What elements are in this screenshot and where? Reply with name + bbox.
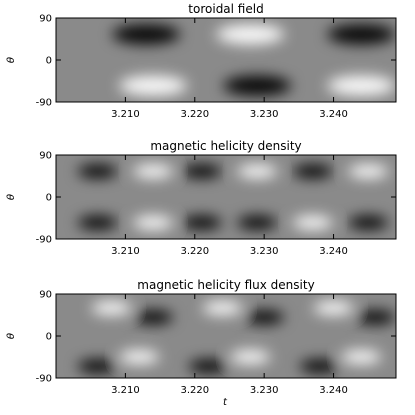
y-tick-label: -90 <box>36 235 52 246</box>
heatmap-feature-positive <box>237 164 278 179</box>
heatmap-feature-negative <box>237 215 278 230</box>
heatmap-field <box>56 294 396 378</box>
heatmap-feature-negative <box>299 359 340 374</box>
y-axis-label: θ <box>6 57 17 63</box>
heatmap-field <box>56 18 396 102</box>
heatmap-feature-positive <box>313 301 354 315</box>
y-tick-label: 0 <box>46 332 52 343</box>
y-tick-label: -90 <box>36 374 52 385</box>
heatmap-feature-positive <box>119 350 160 364</box>
heatmap-feature-positive <box>348 164 389 179</box>
heatmap-feature-negative <box>244 310 285 325</box>
heatmap-feature-negative <box>223 75 292 96</box>
heatmap-feature-negative <box>348 215 389 230</box>
heatmap-feature-negative <box>181 164 222 179</box>
x-tick-label: 3.210 <box>111 385 140 396</box>
panel-title: toroidal field <box>188 2 263 16</box>
heatmap-feature-negative <box>355 310 396 325</box>
x-tick-label: 3.240 <box>319 385 348 396</box>
y-tick-label: 0 <box>46 193 52 204</box>
x-tick-label: 3.220 <box>180 385 209 396</box>
x-tick-label: 3.220 <box>180 109 209 120</box>
panel-1: toroidal field 3.210 3.220 3.230 3.240 90 0 -90… <box>6 2 397 120</box>
heatmap-feature-negative <box>77 164 118 179</box>
x-tick-label: 3.230 <box>250 109 279 120</box>
heatmap-feature-negative <box>292 164 333 179</box>
heatmap-feature-positive <box>341 350 382 364</box>
panel-3: magnetic helicity flux density 3.210 3.220… <box>6 278 397 396</box>
x-tick-label: 3.210 <box>111 246 140 257</box>
panel-title: magnetic helicity density <box>150 139 301 153</box>
heatmap-feature-negative <box>112 24 181 45</box>
heatmap-feature-positive <box>91 301 132 315</box>
y-tick-label: 90 <box>39 14 52 25</box>
x-tick-label: 3.210 <box>111 109 140 120</box>
x-tick-label: 3.240 <box>319 109 348 120</box>
heatmap-feature-negative <box>327 24 396 45</box>
heatmap-feature-negative <box>133 310 174 325</box>
heatmap-feature-positive <box>292 215 333 230</box>
x-axis-label: t <box>223 397 228 408</box>
heatmap-feature-negative <box>77 359 118 374</box>
x-tick-label: 3.230 <box>250 385 279 396</box>
heatmap-feature-positive <box>230 350 271 364</box>
heatmap-feature-positive <box>119 75 188 96</box>
heatmap-feature-positive <box>133 164 174 179</box>
heatmap-feature-positive <box>202 301 243 315</box>
heatmap-feature-negative <box>181 215 222 230</box>
heatmap-field <box>56 155 396 239</box>
x-tick-label: 3.240 <box>319 246 348 257</box>
x-tick-label: 3.230 <box>250 246 279 257</box>
y-axis-label: θ <box>6 333 17 339</box>
y-tick-label: 90 <box>39 151 52 162</box>
heatmap-feature-negative <box>188 359 229 374</box>
x-tick-label: 3.220 <box>180 246 209 257</box>
panel-title: magnetic helicity flux density <box>137 278 314 292</box>
heatmap-feature-positive <box>327 75 396 96</box>
y-tick-label: 90 <box>39 290 52 301</box>
heatmap-feature-positive <box>133 215 174 230</box>
y-tick-label: -90 <box>36 98 52 109</box>
heatmap-feature-negative <box>77 215 118 230</box>
y-tick-label: 0 <box>46 56 52 67</box>
panel-2: magnetic helicity density 3.210 3.220 3.230… <box>6 139 397 257</box>
y-axis-label: θ <box>6 194 17 200</box>
heatmap-feature-positive <box>216 24 285 45</box>
